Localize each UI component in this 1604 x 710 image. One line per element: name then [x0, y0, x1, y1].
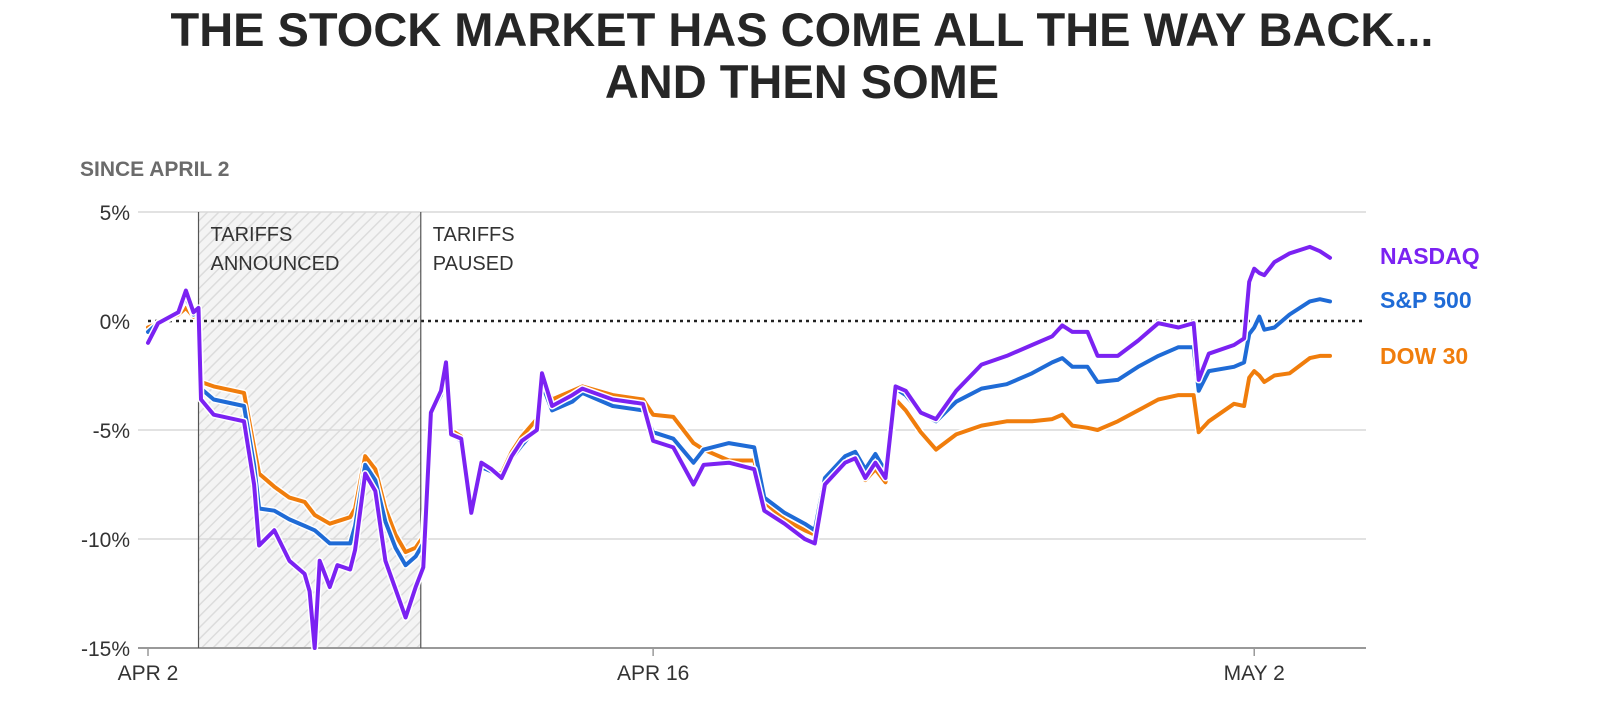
- title-line-2: AND THEN SOME: [604, 55, 1000, 108]
- series-line-dow-30: [146, 305, 1332, 555]
- y-tick-label: 5%: [100, 202, 130, 225]
- y-tick-label: -15%: [81, 638, 130, 661]
- x-tick-label: APR 16: [617, 662, 689, 685]
- y-tick-label: 0%: [100, 311, 130, 334]
- annotation-label: TARIFFS: [433, 224, 515, 246]
- x-tick-label: MAY 2: [1224, 662, 1285, 685]
- series-line-s-p-500: [146, 295, 1332, 568]
- chart-subtitle: SINCE APRIL 2: [80, 158, 230, 181]
- series-line-nasdaq: [146, 244, 1332, 650]
- title-line-1: THE STOCK MARKET HAS COME ALL THE WAY BA…: [170, 3, 1434, 56]
- end-label-dow-30: DOW 30: [1380, 343, 1468, 369]
- end-label-nasdaq: NASDAQ: [1380, 243, 1480, 269]
- x-tick-label: APR 2: [118, 662, 179, 685]
- y-tick-label: -10%: [81, 529, 130, 552]
- annotation-label: ANNOUNCED: [211, 253, 340, 275]
- annotation-label: PAUSED: [433, 253, 514, 275]
- annotation-label: TARIFFS: [211, 224, 293, 246]
- end-label-s-p-500: S&P 500: [1380, 287, 1472, 313]
- y-tick-label: -5%: [93, 420, 130, 443]
- chart-title: THE STOCK MARKET HAS COME ALL THE WAY BA…: [0, 4, 1604, 108]
